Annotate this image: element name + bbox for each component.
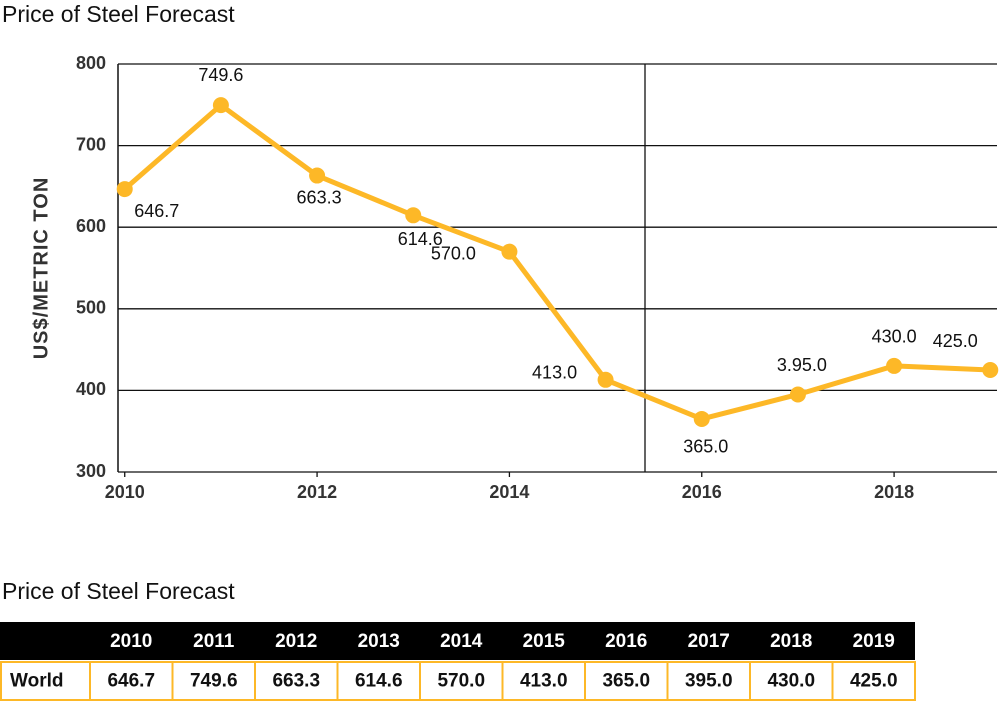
- data-label: 430.0: [872, 327, 917, 347]
- point: [789, 386, 806, 403]
- y-tick-label: 300: [76, 461, 106, 481]
- cell-text: 365.0: [602, 671, 650, 692]
- y-tick-label: 600: [76, 216, 106, 236]
- table-header: [0, 622, 915, 660]
- column-header: 2013: [358, 631, 400, 652]
- cell-text: 646.7: [107, 671, 155, 692]
- y-tick-label: 400: [76, 379, 106, 399]
- data-label: 614.6: [398, 229, 443, 249]
- data-label: 3.95.0: [777, 355, 827, 375]
- y-axis-label: US$/METRIC TON: [30, 177, 52, 360]
- row-label: World: [10, 671, 63, 692]
- point: [886, 357, 903, 374]
- cell-text: 749.6: [190, 671, 238, 692]
- column-header: 2010: [110, 631, 152, 652]
- cell-text: 570.0: [437, 671, 485, 692]
- cell-text: 614.6: [355, 671, 403, 692]
- chart-title: Price of Steel Forecast: [2, 1, 235, 27]
- data-label: 425.0: [933, 331, 978, 351]
- point: [501, 243, 518, 260]
- point: [116, 181, 133, 198]
- x-tick-label: 2012: [297, 482, 337, 502]
- cell-text: 413.0: [520, 671, 568, 692]
- data-label: 749.6: [198, 65, 243, 85]
- x-tick-label: 2016: [682, 482, 722, 502]
- point: [693, 410, 710, 427]
- column-header: 2018: [770, 631, 812, 652]
- cell-text: 425.0: [850, 671, 898, 692]
- point: [597, 371, 614, 388]
- point: [309, 167, 326, 184]
- column-header: 2014: [440, 631, 483, 652]
- y-tick-label: 500: [76, 298, 106, 318]
- y-tick-label: 800: [76, 53, 106, 73]
- data-label: 646.7: [134, 201, 179, 221]
- column-header: 2017: [688, 631, 730, 652]
- y-tick-label: 700: [76, 134, 106, 154]
- data-label: 663.3: [297, 187, 342, 207]
- column-header: 2012: [275, 631, 317, 652]
- cell-text: 663.3: [272, 671, 320, 692]
- column-header: 2015: [523, 631, 566, 652]
- column-header: 2016: [605, 631, 647, 652]
- table-title: Price of Steel Forecast: [2, 578, 235, 604]
- data-label: 413.0: [532, 363, 577, 383]
- column-header: 2019: [853, 631, 895, 652]
- cell: [831, 661, 916, 701]
- column-header: 2011: [193, 631, 235, 652]
- x-tick-label: 2014: [489, 482, 529, 502]
- line: [123, 102, 991, 422]
- x-tick-label: 2018: [874, 482, 914, 502]
- cell-text: 430.0: [767, 671, 815, 692]
- data-label: 365.0: [683, 437, 728, 457]
- point: [212, 97, 229, 114]
- x-tick-label: 2010: [105, 482, 145, 502]
- data-label: 570.0: [431, 243, 476, 263]
- point: [982, 362, 999, 378]
- cell-text: 395.0: [685, 671, 733, 692]
- point: [405, 207, 422, 224]
